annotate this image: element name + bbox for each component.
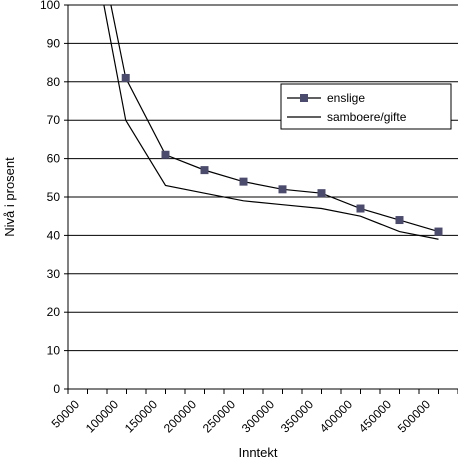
x-tick-label: 200000 <box>161 397 199 435</box>
x-tick-label: 150000 <box>122 397 160 435</box>
data-point <box>434 227 443 236</box>
y-tick-label: 10 <box>47 344 61 358</box>
data-point <box>317 189 326 198</box>
series-enslige <box>110 5 443 236</box>
legend-label: enslige <box>327 91 365 105</box>
gridlines <box>68 4 458 352</box>
x-tick-label: 250000 <box>200 397 238 435</box>
y-tick-label: 40 <box>47 228 61 242</box>
y-axis-title: Nivå i prosent <box>2 157 17 237</box>
data-point <box>239 177 248 186</box>
data-point <box>356 204 365 213</box>
series-line <box>110 5 439 233</box>
y-tick-label: 70 <box>47 113 61 127</box>
legend-label: samboere/gifte <box>327 110 407 124</box>
x-tick-label: 400000 <box>317 397 355 435</box>
y-tick-labels: 0 10 20 30 40 50 60 70 80 90 100 <box>40 0 60 396</box>
legend-marker <box>300 94 308 102</box>
y-tick-label: 30 <box>47 267 61 281</box>
y-tick-label: 50 <box>47 190 61 204</box>
x-tick-label: 50000 <box>49 397 83 431</box>
legend: enslige samboere/gifte <box>280 83 452 130</box>
x-tick-label: 500000 <box>395 397 433 435</box>
y-tick-label: 20 <box>47 305 61 319</box>
legend-box <box>280 83 452 130</box>
data-point <box>121 73 130 82</box>
legend-item: samboere/gifte <box>287 110 407 124</box>
y-tick-label: 0 <box>53 382 60 396</box>
data-point <box>395 216 404 225</box>
x-tick-label: 100000 <box>83 397 121 435</box>
series-samboere-gifte <box>103 5 439 240</box>
series-line <box>103 5 439 240</box>
data-point <box>278 185 287 194</box>
axes <box>64 4 458 394</box>
x-tick-label: 300000 <box>239 397 277 435</box>
y-tick-label: 60 <box>47 152 61 166</box>
x-tick-label: 350000 <box>278 397 316 435</box>
data-point <box>200 166 209 175</box>
y-tick-label: 80 <box>47 75 61 89</box>
y-tick-label: 90 <box>47 36 61 50</box>
legend-item: enslige <box>287 91 365 105</box>
series-layer <box>103 5 443 240</box>
x-tick-labels: 50000 100000 150000 200000 250000 300000 35000… <box>49 397 434 435</box>
x-axis-title: Inntekt <box>238 445 277 460</box>
y-tick-label: 100 <box>40 0 60 12</box>
x-tick-label: 450000 <box>356 397 394 435</box>
data-point <box>161 150 170 159</box>
